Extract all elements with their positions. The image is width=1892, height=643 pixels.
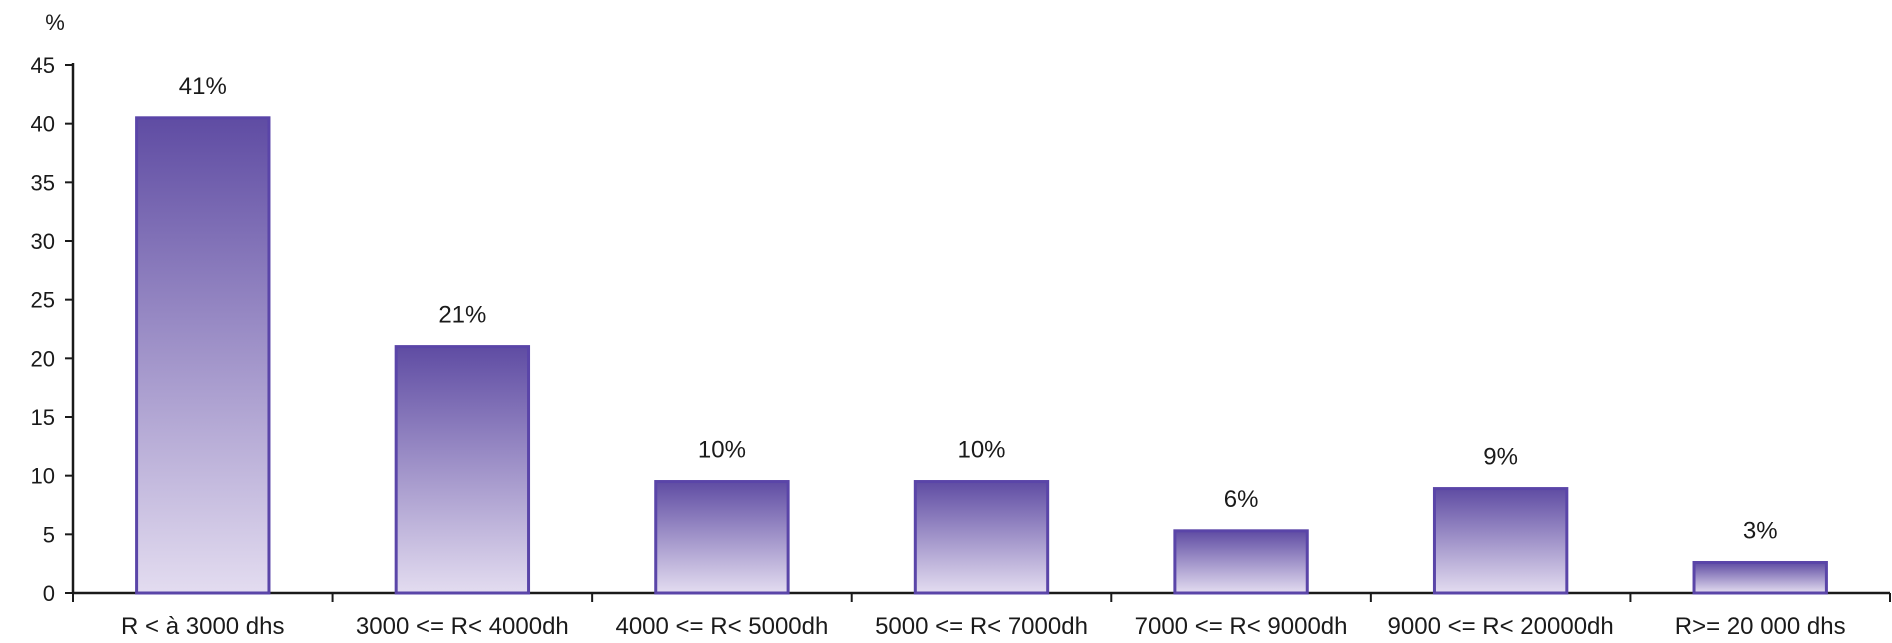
bar xyxy=(654,480,790,595)
category-labels-group: R < à 3000 dhs 3000 <= R< 4000dh 4000 <= R… xyxy=(121,613,1846,640)
y-tick-label: 10 xyxy=(31,464,55,489)
y-tick-label: 45 xyxy=(31,53,55,78)
y-tick-label: 5 xyxy=(43,522,55,547)
y-tick-label: 35 xyxy=(31,170,55,195)
data-labels-group: 41% 21% 10% 10% 6% 9% 3% xyxy=(179,73,1778,545)
y-tick-label: 25 xyxy=(31,288,55,313)
y-tick-label: 15 xyxy=(31,405,55,430)
bars-group xyxy=(135,116,1828,595)
bar xyxy=(394,345,531,595)
category-label: 9000 <= R< 20000dh xyxy=(1388,613,1614,640)
category-label: R>= 20 000 dhs xyxy=(1675,613,1846,640)
bar-value-label: 21% xyxy=(438,302,486,329)
y-axis: 0 5 10 15 20 25 30 35 40 45 xyxy=(31,53,75,606)
bar-value-label: 10% xyxy=(698,437,746,464)
y-tick-label: 0 xyxy=(43,581,55,606)
y-axis-unit-label: % xyxy=(45,10,65,35)
y-tick-label: 20 xyxy=(31,346,55,371)
category-label: 5000 <= R< 7000dh xyxy=(875,613,1088,640)
category-label: R < à 3000 dhs xyxy=(121,613,284,640)
bar-value-label: 41% xyxy=(179,73,227,100)
bar-value-label: 6% xyxy=(1224,486,1259,513)
bar-value-label: 9% xyxy=(1483,444,1518,471)
bar xyxy=(135,116,271,595)
category-label: 3000 <= R< 4000dh xyxy=(356,613,569,640)
bar xyxy=(1432,487,1569,595)
category-label: 4000 <= R< 5000dh xyxy=(615,613,828,640)
bar-value-label: 3% xyxy=(1743,517,1778,544)
bar-value-label: 10% xyxy=(957,437,1005,464)
bar xyxy=(913,480,1050,595)
y-tick-label: 40 xyxy=(31,112,55,137)
bar xyxy=(1692,560,1828,595)
bar xyxy=(1173,529,1309,595)
category-label: 7000 <= R< 9000dh xyxy=(1135,613,1348,640)
y-tick-label: 30 xyxy=(31,229,55,254)
